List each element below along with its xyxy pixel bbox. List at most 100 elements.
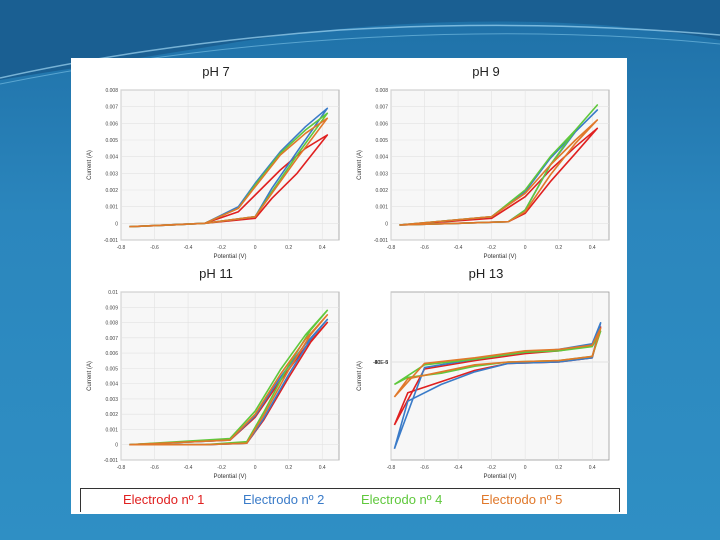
legend-item-electrode-1: Electrodo nº 1 (123, 492, 205, 507)
x-tick-label: 0.4 (589, 245, 596, 251)
y-tick-label: 0.003 (375, 171, 388, 177)
x-tick-label: -0.2 (487, 465, 496, 471)
y-tick-label: 0.008 (105, 88, 118, 94)
y-tick-label: 0 (115, 443, 118, 449)
plot-area (120, 291, 340, 461)
legend-item-electrode-2: Electrodo nº 2 (243, 492, 325, 507)
plot-area (390, 89, 610, 241)
y-tick-label: 0.008 (105, 321, 118, 327)
x-axis-label: Potential (V) (483, 254, 516, 260)
legend-item-electrode-4: Electrodo nº 4 (361, 492, 443, 507)
x-tick-label: -0.8 (117, 465, 126, 471)
y-axis-label: Current (A) (357, 150, 363, 180)
y-tick-label: 0.007 (375, 105, 388, 111)
x-tick-label: -0.8 (117, 245, 126, 251)
x-tick-label: -0.2 (217, 245, 226, 251)
x-tick-label: 0.2 (285, 465, 292, 471)
y-tick-label: 0 (385, 360, 388, 366)
plot-area (120, 89, 340, 241)
chart-ph9: pH 9 -0.8 -0.6 -0.4 -0.2 0 0.2 0.4 -0.001 0 0.001… (351, 64, 621, 264)
y-axis-label: Current (A) (87, 361, 93, 391)
chart-ph13: pH 13 -0.8 -0.6 -0.4 -0.2 0 0.2 0.4 -60E-6 -40E-… (351, 266, 621, 480)
x-tick-label: 0 (524, 465, 527, 471)
plot-area (390, 291, 610, 461)
y-tick-label: 0.005 (105, 366, 118, 372)
x-axis-label: Potential (V) (483, 474, 516, 480)
y-tick-label: 0.002 (105, 412, 118, 418)
legend-item-electrode-5: Electrodo nº 5 (481, 492, 563, 507)
x-tick-label: -0.2 (217, 465, 226, 471)
y-tick-label: -20E-6 (373, 360, 388, 366)
chart-title: pH 9 (472, 64, 500, 79)
y-tick-label: 0.006 (105, 121, 118, 127)
y-axis-label: Current (A) (87, 150, 93, 180)
y-tick-label: 0.008 (375, 88, 388, 94)
y-tick-label: -0.001 (104, 458, 118, 464)
x-tick-label: 0.2 (555, 465, 562, 471)
x-tick-label: -0.4 (184, 465, 193, 471)
chart-ph7-svg: -0.8 -0.6 -0.4 -0.2 0 0.2 0.4 -0.001 0 0.001 0.002… (87, 88, 340, 260)
y-tick-label: 0.002 (105, 188, 118, 194)
series-line-electrode-4 (129, 314, 329, 446)
y-tick-label: 0.005 (375, 138, 388, 144)
y-tick-label: 40E-6 (375, 360, 389, 366)
x-axis-label: Potential (V) (213, 474, 246, 480)
y-tick-label: -40E-6 (373, 360, 388, 366)
y-tick-label: 0.009 (105, 305, 118, 311)
chart-ph7: pH 7 -0.8 -0.6 -0.4 -0.2 0 0.2 0.4 -0.001 0 0.001… (81, 64, 351, 264)
x-tick-label: -0.6 (420, 245, 429, 251)
y-tick-label: -0.001 (374, 238, 388, 244)
wave-dark (0, 0, 720, 80)
y-tick-label: 0 (385, 221, 388, 227)
x-tick-label: -0.6 (150, 465, 159, 471)
series-line-electrode-4 (399, 119, 599, 226)
chart-title: pH 13 (468, 266, 504, 281)
x-tick-label: 0.4 (319, 245, 326, 251)
y-axis-label: Current (A) (357, 361, 363, 391)
x-tick-label: 0 (524, 245, 527, 251)
y-tick-label: 0.002 (375, 188, 388, 194)
x-tick-label: -0.8 (387, 245, 396, 251)
y-tick-label: 0.007 (105, 336, 118, 342)
y-tick-label: 0 (115, 221, 118, 227)
chart-title: pH 7 (202, 64, 230, 79)
chart-ph11-svg: -0.8 -0.6 -0.4 -0.2 0 0.2 0.4 -0.001 0 0.001 0.002… (87, 290, 340, 480)
x-tick-label: -0.6 (420, 465, 429, 471)
series-line-electrode-4 (129, 117, 329, 228)
y-tick-label: 0.004 (105, 382, 118, 388)
x-tick-label: 0.2 (285, 245, 292, 251)
chart-ph9-svg: -0.8 -0.6 -0.4 -0.2 0 0.2 0.4 -0.001 0 0.001 0.002… (357, 88, 610, 260)
y-tick-label: 0.006 (105, 351, 118, 357)
y-tick-label: 0.006 (375, 121, 388, 127)
y-tick-label: 0.001 (105, 427, 118, 433)
y-tick-label: 0.01 (108, 290, 118, 296)
x-tick-label: 0.2 (555, 245, 562, 251)
chart-ph13-svg: -0.8 -0.6 -0.4 -0.2 0 0.2 0.4 -60E-6-40E-6-20E-… (357, 291, 610, 480)
y-tick-label: 0.007 (105, 105, 118, 111)
x-axis-label: Potential (V) (213, 254, 246, 260)
y-tick-label: 0.004 (375, 155, 388, 161)
y-tick-label: 0.003 (105, 397, 118, 403)
x-tick-label: -0.8 (387, 465, 396, 471)
x-tick-label: -0.4 (454, 465, 463, 471)
y-tick-label: 0.004 (105, 155, 118, 161)
x-tick-label: 0 (254, 465, 257, 471)
x-tick-label: 0.4 (319, 465, 326, 471)
series-line-electrode-4 (393, 327, 602, 398)
x-tick-label: -0.4 (184, 245, 193, 251)
y-tick-label: 0.005 (105, 138, 118, 144)
chart-title: pH 11 (199, 266, 233, 281)
x-tick-label: 0.4 (589, 465, 596, 471)
x-tick-label: -0.6 (150, 245, 159, 251)
series-line-electrode-3 (129, 309, 329, 446)
x-tick-label: -0.2 (487, 245, 496, 251)
slide-panel: pH 7 -0.8 -0.6 -0.4 -0.2 0 0.2 0.4 -0.001 0 0.001… (71, 58, 627, 514)
x-tick-label: -0.4 (454, 245, 463, 251)
x-tick-label: 0 (254, 245, 257, 251)
y-tick-label: -0.001 (104, 238, 118, 244)
y-tick-label: 0.001 (375, 205, 388, 211)
y-tick-label: 20E-6 (375, 360, 389, 366)
y-tick-label: 0.001 (105, 205, 118, 211)
y-tick-label: -60E-6 (373, 360, 388, 366)
legend: Electrodo nº 1 Electrodo nº 2 Electrodo … (80, 488, 620, 512)
